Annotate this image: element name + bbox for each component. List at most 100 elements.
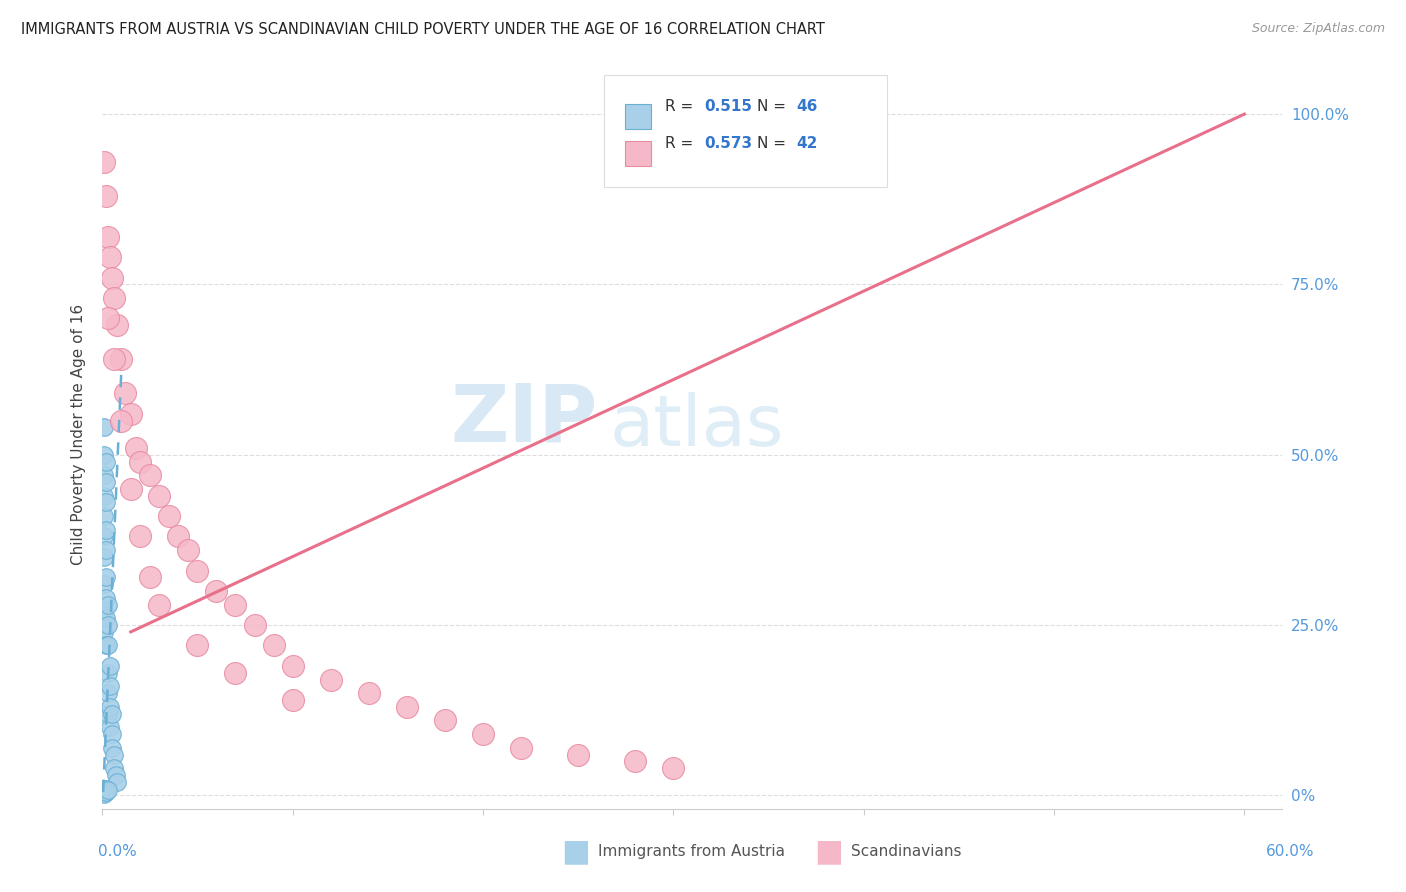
Point	[93, 154, 115, 169]
Point	[100, 727, 122, 741]
Text: 0.515: 0.515	[704, 98, 752, 113]
Point	[94, 783, 117, 797]
Point	[510, 740, 533, 755]
Point	[93, 448, 115, 462]
Point	[110, 414, 132, 428]
Point	[125, 441, 148, 455]
Point	[98, 250, 121, 264]
Point	[129, 529, 152, 543]
Point	[93, 784, 115, 798]
Text: ■: ■	[561, 838, 591, 866]
Point	[100, 706, 122, 721]
Point	[97, 311, 120, 326]
Point	[97, 598, 120, 612]
Point	[167, 529, 190, 543]
Text: Immigrants from Austria: Immigrants from Austria	[598, 845, 785, 859]
Text: 0.573: 0.573	[704, 136, 752, 151]
Text: N =: N =	[758, 136, 792, 151]
Point	[148, 489, 170, 503]
Point	[93, 624, 115, 639]
Point	[93, 783, 115, 797]
Point	[139, 468, 162, 483]
Text: ■: ■	[814, 838, 844, 866]
Point	[100, 270, 122, 285]
Point	[129, 454, 152, 468]
Point	[93, 529, 115, 543]
Point	[94, 639, 117, 653]
Point	[94, 475, 117, 489]
Y-axis label: Child Poverty Under the Age of 16: Child Poverty Under the Age of 16	[72, 304, 86, 565]
Text: IMMIGRANTS FROM AUSTRIA VS SCANDINAVIAN CHILD POVERTY UNDER THE AGE OF 16 CORREL: IMMIGRANTS FROM AUSTRIA VS SCANDINAVIAN …	[21, 22, 825, 37]
Point	[94, 189, 117, 203]
Point	[98, 699, 121, 714]
Point	[319, 673, 342, 687]
FancyBboxPatch shape	[603, 75, 887, 187]
Point	[98, 659, 121, 673]
Point	[224, 598, 246, 612]
Point	[94, 495, 117, 509]
Text: N =: N =	[758, 98, 792, 113]
Point	[94, 591, 117, 605]
Point	[94, 785, 117, 799]
Point	[471, 727, 494, 741]
Point	[94, 454, 117, 468]
Point	[97, 686, 120, 700]
Point	[93, 509, 115, 524]
Point	[103, 747, 125, 762]
Point	[107, 318, 129, 333]
Point	[100, 740, 122, 755]
Point	[103, 352, 125, 367]
Point	[93, 468, 115, 483]
Point	[97, 618, 120, 632]
Point	[243, 618, 266, 632]
Point	[93, 604, 115, 618]
Text: R =: R =	[665, 98, 699, 113]
Point	[93, 787, 115, 801]
Text: 60.0%: 60.0%	[1267, 845, 1315, 859]
Point	[148, 598, 170, 612]
Point	[120, 407, 142, 421]
Text: atlas: atlas	[610, 392, 785, 461]
Point	[395, 699, 418, 714]
Point	[93, 577, 115, 591]
Point	[103, 291, 125, 305]
Point	[120, 482, 142, 496]
Point	[281, 693, 304, 707]
Point	[104, 768, 127, 782]
Point	[97, 706, 120, 721]
Text: ZIP: ZIP	[451, 380, 598, 458]
Point	[93, 549, 115, 564]
Text: Source: ZipAtlas.com: Source: ZipAtlas.com	[1251, 22, 1385, 36]
Point	[224, 665, 246, 680]
Point	[139, 570, 162, 584]
Point	[97, 665, 120, 680]
Point	[157, 509, 180, 524]
Point	[97, 639, 120, 653]
Point	[98, 720, 121, 734]
Bar	[626, 103, 651, 128]
Point	[281, 659, 304, 673]
Point	[93, 781, 115, 796]
Point	[94, 781, 117, 796]
Point	[94, 523, 117, 537]
Text: 42: 42	[796, 136, 817, 151]
Point	[263, 639, 285, 653]
Point	[97, 783, 120, 797]
Point	[93, 786, 115, 800]
Point	[93, 489, 115, 503]
Point	[624, 754, 647, 768]
Point	[94, 611, 117, 625]
Point	[186, 639, 208, 653]
Point	[94, 570, 117, 584]
Point	[93, 420, 115, 434]
Point	[357, 686, 380, 700]
Point	[97, 229, 120, 244]
Point	[93, 786, 115, 800]
Text: 0.0%: 0.0%	[98, 845, 138, 859]
Point	[114, 386, 136, 401]
Point	[103, 761, 125, 775]
Point	[98, 679, 121, 693]
Text: Scandinavians: Scandinavians	[851, 845, 962, 859]
Point	[662, 761, 685, 775]
Point	[107, 774, 129, 789]
